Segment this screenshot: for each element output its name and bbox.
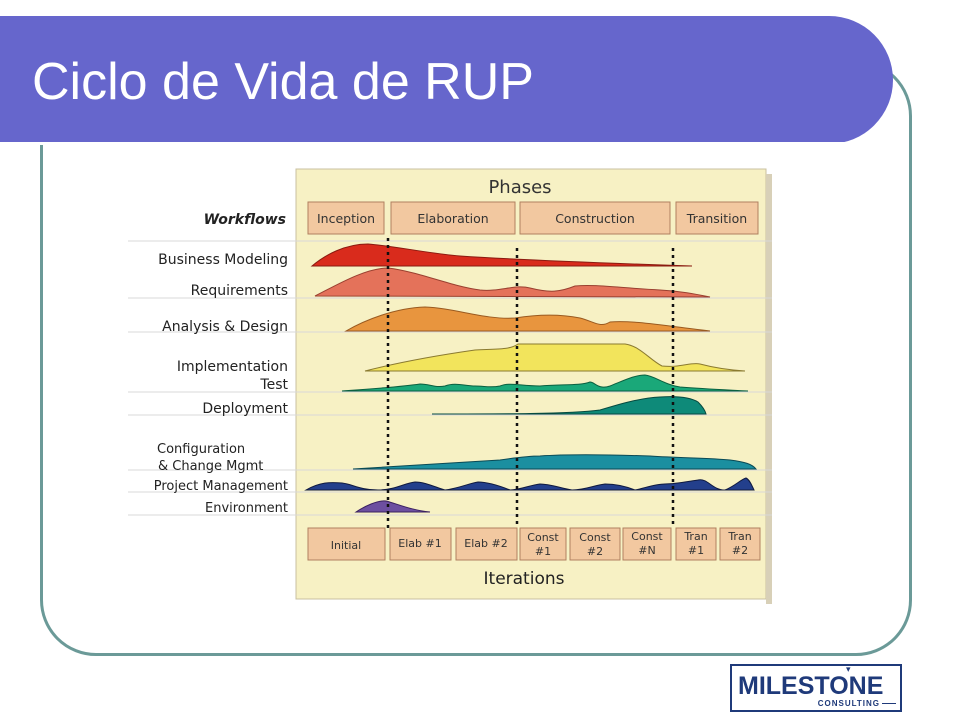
workflow-humps (304, 243, 758, 513)
iteration-label: Const (527, 531, 559, 544)
iteration-label: #2 (732, 544, 748, 557)
iteration-label: #N (638, 544, 655, 557)
workflow-label: Business Modeling (158, 252, 288, 268)
phase-box-transition (675, 201, 759, 235)
hump-project-management (304, 477, 755, 491)
phase-label: Inception (317, 211, 375, 226)
workflow-labels: Business Modeling Requirements Analysis … (154, 252, 289, 516)
hump-config-change (352, 454, 758, 470)
phase-box-construction (519, 201, 671, 235)
hump-test (341, 374, 749, 392)
phases-title: Phases (488, 177, 551, 198)
workflow-label: Deployment (202, 401, 288, 417)
iteration-label: Const (631, 530, 663, 543)
hump-business-modeling (310, 243, 693, 267)
iteration-box (455, 527, 518, 561)
iteration-label: Elab #1 (398, 537, 441, 550)
workflow-label: Implementation (177, 359, 288, 375)
row-separators (128, 240, 772, 516)
iteration-box (675, 527, 717, 561)
workflow-label: Project Management (154, 479, 288, 494)
rup-lifecycle-diagram: Phases Workflows Iterations Inception El… (128, 168, 772, 604)
iteration-row: Initial Elab #1 Elab #2 Const #1 Const #… (307, 527, 761, 561)
iteration-label: #1 (688, 544, 704, 557)
iteration-box (622, 527, 672, 561)
logo-rule (882, 703, 896, 704)
hump-analysis-design (344, 306, 711, 332)
iteration-box (569, 527, 621, 561)
iteration-box (719, 527, 761, 561)
hump-deployment (431, 396, 707, 415)
iteration-label: Elab #2 (464, 537, 507, 550)
iteration-label: Tran (727, 530, 751, 543)
milestone-consulting-logo: ▾ MILESTONE CONSULTING (730, 664, 902, 712)
workflow-label: Requirements (191, 283, 288, 299)
iteration-box (519, 527, 567, 561)
phase-label: Construction (555, 211, 635, 226)
hump-environment (354, 500, 431, 513)
iteration-label: #1 (535, 545, 551, 558)
phase-box-elaboration (390, 201, 516, 235)
iteration-label: #2 (587, 545, 603, 558)
phase-label: Elaboration (417, 211, 488, 226)
title-bar: Ciclo de Vida de RUP (0, 16, 893, 145)
phase-row: Inception Elaboration Construction Trans… (307, 201, 759, 235)
logo-word: MILESTONE (738, 672, 884, 700)
phase-box-inception (307, 201, 385, 235)
phases-panel-shadow (766, 174, 772, 604)
logo-arrow-icon: ▾ (846, 664, 851, 674)
iteration-label: Tran (683, 530, 707, 543)
iterations-title: Iterations (484, 569, 565, 589)
workflows-title: Workflows (204, 212, 286, 228)
workflow-label: Environment (205, 501, 288, 516)
title-underline (0, 142, 848, 145)
workflow-label: Analysis & Design (162, 319, 288, 335)
iteration-box (307, 527, 386, 561)
workflow-label: Test (259, 377, 288, 393)
hump-implementation (364, 343, 746, 372)
iteration-label: Initial (331, 539, 361, 552)
phase-boundaries (386, 238, 675, 528)
phase-label: Transition (686, 211, 747, 226)
logo-subtitle: CONSULTING (817, 699, 880, 708)
workflow-label: & Change Mgmt (158, 459, 263, 474)
iteration-label: Const (579, 531, 611, 544)
slide-title: Ciclo de Vida de RUP (32, 53, 534, 111)
workflow-label: Configuration (157, 442, 245, 457)
iteration-box (389, 527, 452, 561)
